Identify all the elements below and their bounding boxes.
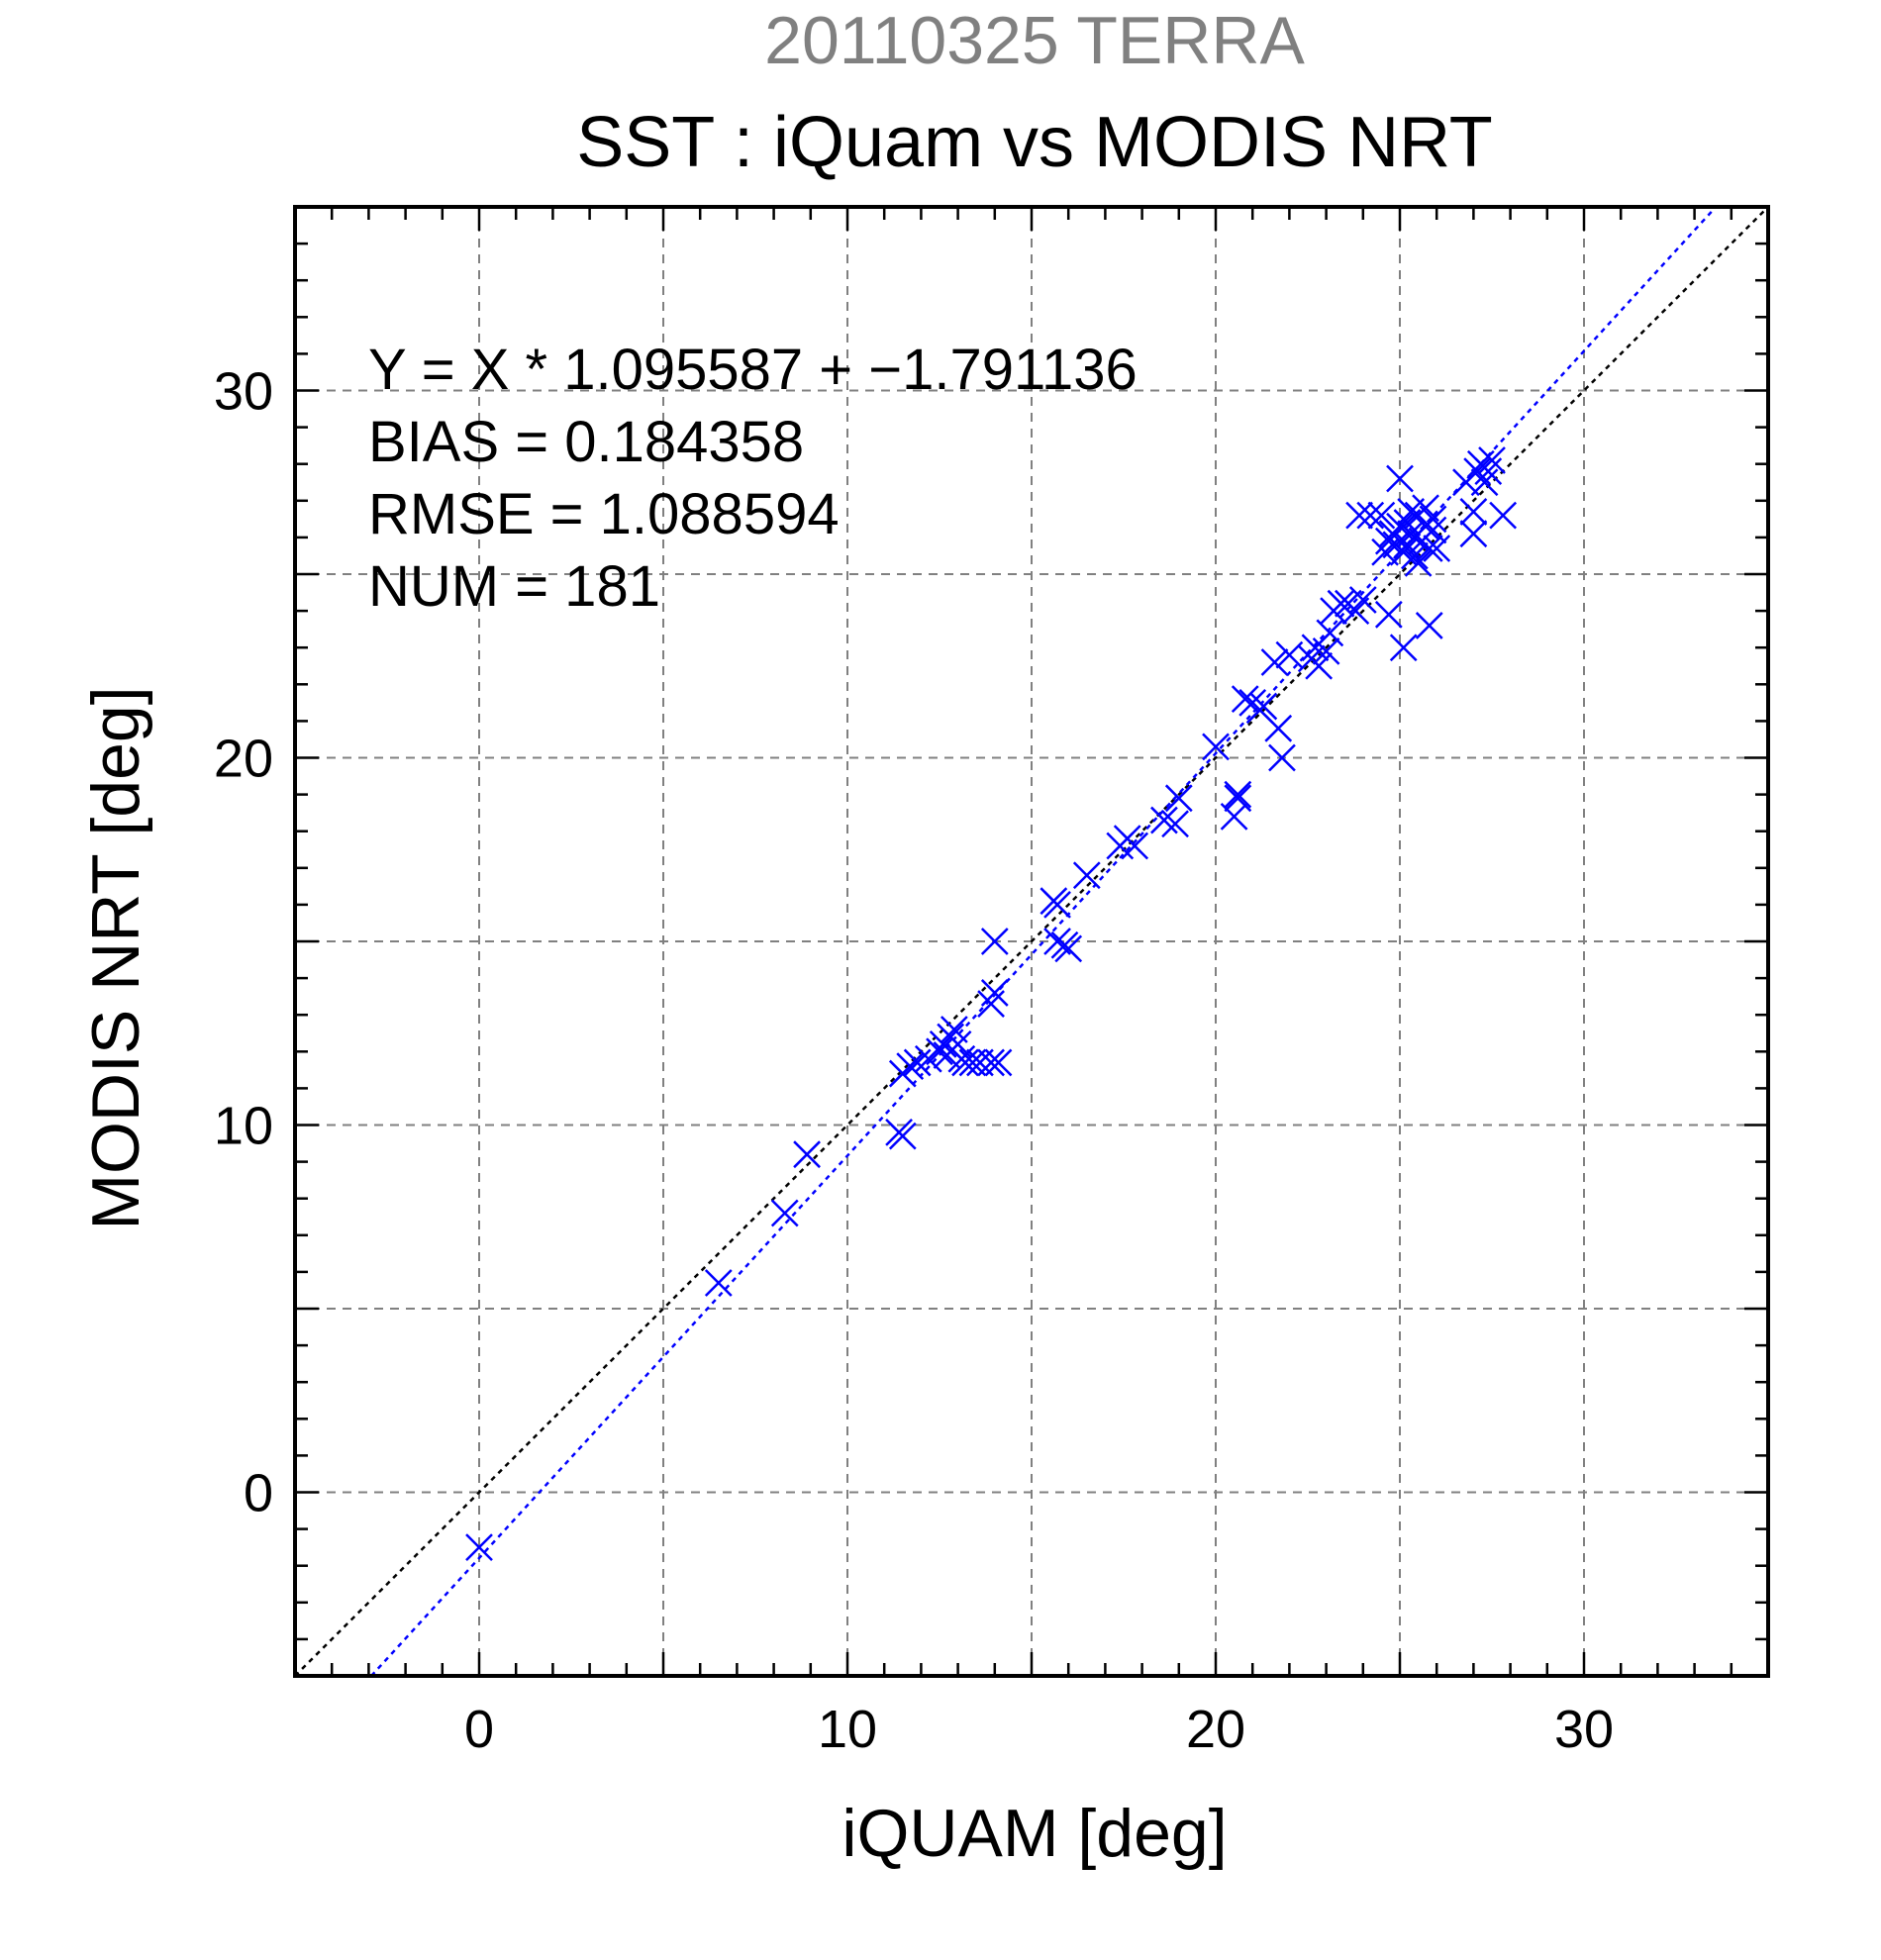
regression-equation: Y = X * 1.095587 + −1.791136 bbox=[368, 338, 1138, 402]
data-point bbox=[977, 1048, 1005, 1077]
data-point bbox=[1161, 810, 1189, 838]
data-point bbox=[1224, 780, 1252, 809]
data-point bbox=[1249, 692, 1278, 721]
data-point bbox=[1312, 637, 1340, 665]
data-point bbox=[704, 1269, 733, 1297]
data-point bbox=[1231, 685, 1259, 714]
data-point bbox=[903, 1048, 932, 1077]
data-point bbox=[793, 1140, 821, 1169]
data-point bbox=[984, 1048, 1013, 1077]
data-point bbox=[1374, 600, 1403, 629]
data-point bbox=[1164, 784, 1193, 813]
x-tick-label: 10 bbox=[818, 1700, 877, 1759]
data-point bbox=[977, 990, 1005, 1018]
data-point bbox=[1470, 468, 1499, 497]
bias-value: BIAS = 0.184358 bbox=[368, 410, 804, 474]
data-point bbox=[1268, 743, 1296, 772]
stats-box: Y = X * 1.095587 + −1.791136 BIAS = 0.18… bbox=[368, 338, 1138, 619]
data-point bbox=[1072, 861, 1101, 890]
data-points bbox=[465, 446, 1518, 1562]
plot-frame bbox=[293, 205, 1770, 1678]
data-point bbox=[980, 979, 1009, 1007]
data-point bbox=[1202, 733, 1230, 761]
x-axis-label: iQUAM [deg] bbox=[842, 1796, 1227, 1871]
data-point bbox=[926, 1037, 953, 1066]
data-point bbox=[1305, 651, 1334, 680]
data-point bbox=[1356, 501, 1385, 530]
grid-lines bbox=[295, 207, 1768, 1676]
data-point bbox=[951, 1048, 979, 1077]
data-point bbox=[1419, 516, 1447, 544]
data-point bbox=[1327, 589, 1355, 618]
chart-subtitle: SST : iQuam vs MODIS NRT bbox=[576, 103, 1493, 182]
y-tick-label: 30 bbox=[214, 362, 273, 422]
data-point bbox=[1224, 784, 1252, 813]
x-tick-label: 30 bbox=[1554, 1700, 1614, 1759]
y-axis-label: MODIS NRT [deg] bbox=[78, 686, 153, 1229]
data-point bbox=[1459, 520, 1488, 548]
data-point bbox=[1474, 457, 1503, 486]
data-point bbox=[1386, 464, 1414, 493]
x-tick-label: 20 bbox=[1186, 1700, 1245, 1759]
data-point bbox=[1345, 501, 1373, 530]
data-point bbox=[1150, 806, 1178, 834]
tick-labels: 0 10 20 30 0 10 20 30 bbox=[214, 362, 1614, 1760]
data-point bbox=[1043, 891, 1071, 919]
data-point bbox=[1121, 832, 1149, 860]
one-to-one-line bbox=[294, 206, 1769, 1677]
data-point bbox=[1478, 446, 1506, 474]
data-point bbox=[1459, 498, 1488, 526]
data-point bbox=[465, 1533, 493, 1562]
num-value: NUM = 181 bbox=[368, 554, 660, 619]
y-tick-label: 20 bbox=[214, 730, 273, 789]
data-point bbox=[888, 1122, 917, 1150]
chart-title: 20110325 TERRA bbox=[764, 3, 1305, 78]
data-point bbox=[1054, 934, 1083, 963]
data-point bbox=[1415, 612, 1443, 639]
data-point bbox=[1489, 501, 1518, 530]
data-point bbox=[770, 1199, 799, 1227]
data-point bbox=[1389, 634, 1418, 662]
data-point bbox=[896, 1052, 925, 1081]
rmse-value: RMSE = 1.088594 bbox=[368, 482, 840, 546]
data-point bbox=[1367, 501, 1396, 530]
data-point bbox=[1389, 538, 1418, 566]
reference-lines bbox=[294, 206, 1769, 1677]
y-tick-label: 10 bbox=[214, 1097, 273, 1156]
x-tick-label: 0 bbox=[464, 1700, 494, 1759]
data-point bbox=[1264, 714, 1293, 742]
data-point bbox=[1415, 535, 1443, 562]
data-point bbox=[1419, 505, 1447, 534]
y-tick-label: 0 bbox=[244, 1464, 273, 1523]
data-point bbox=[980, 928, 1009, 955]
data-point bbox=[1260, 648, 1289, 676]
data-point bbox=[1275, 640, 1304, 669]
data-point bbox=[1423, 535, 1451, 562]
data-point bbox=[1348, 586, 1377, 614]
